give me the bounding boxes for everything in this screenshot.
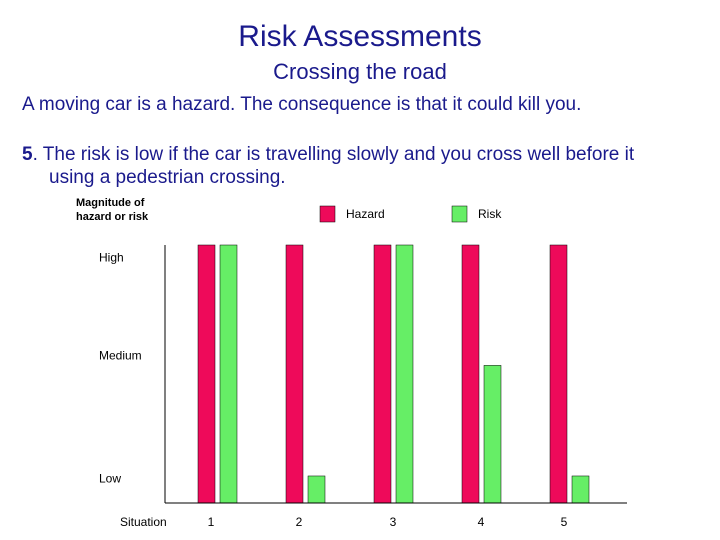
legend-label-hazard: Hazard <box>346 207 385 221</box>
y-axis-title-line1: Magnitude of <box>76 197 145 209</box>
page-title: Risk Assessments <box>238 20 482 53</box>
page-subtitle: Crossing the road <box>273 59 447 84</box>
bar-risk-2 <box>307 475 326 504</box>
x-tick-3: 3 <box>390 515 397 529</box>
bar-risk-3 <box>395 244 414 504</box>
x-tick-4: 4 <box>478 515 485 529</box>
bar-hazard-2 <box>285 244 304 504</box>
bar-hazard-3 <box>373 244 392 504</box>
point-5: 5. The risk is low if the car is travell… <box>22 143 702 189</box>
x-axis-ticks: 1 2 3 4 5 <box>208 515 568 529</box>
x-tick-1: 1 <box>208 515 215 529</box>
x-tick-2: 2 <box>296 515 303 529</box>
legend-label-risk: Risk <box>478 207 502 221</box>
y-tick-low: Low <box>99 471 121 485</box>
bar-risk-4 <box>483 365 502 504</box>
bar-hazard-4 <box>461 244 480 504</box>
bar-hazard-5 <box>549 244 568 504</box>
legend-swatch-hazard <box>319 205 336 223</box>
point-text-line2: using a pedestrian crossing. <box>49 167 286 188</box>
legend-swatch-risk <box>451 205 468 223</box>
point-number: 5 <box>22 144 33 165</box>
x-tick-5: 5 <box>561 515 568 529</box>
y-axis-title-line2: hazard or risk <box>76 211 149 223</box>
bar-hazard-1 <box>197 244 216 504</box>
bar-risk-1 <box>219 244 238 504</box>
point-text-line1: . The risk is low if the car is travelli… <box>32 144 635 165</box>
bars-group <box>197 244 590 504</box>
x-axis-title: Situation <box>120 515 167 529</box>
y-tick-high: High <box>99 250 124 264</box>
chart-legend: Hazard Risk <box>319 205 502 223</box>
risk-chart: Magnitude of hazard or risk Hazard Risk L… <box>76 197 627 529</box>
y-tick-medium: Medium <box>99 349 142 363</box>
bar-risk-5 <box>571 475 590 504</box>
y-axis-ticks: Low Medium High <box>99 250 142 485</box>
intro-text: A moving car is a hazard. The consequenc… <box>22 94 582 115</box>
